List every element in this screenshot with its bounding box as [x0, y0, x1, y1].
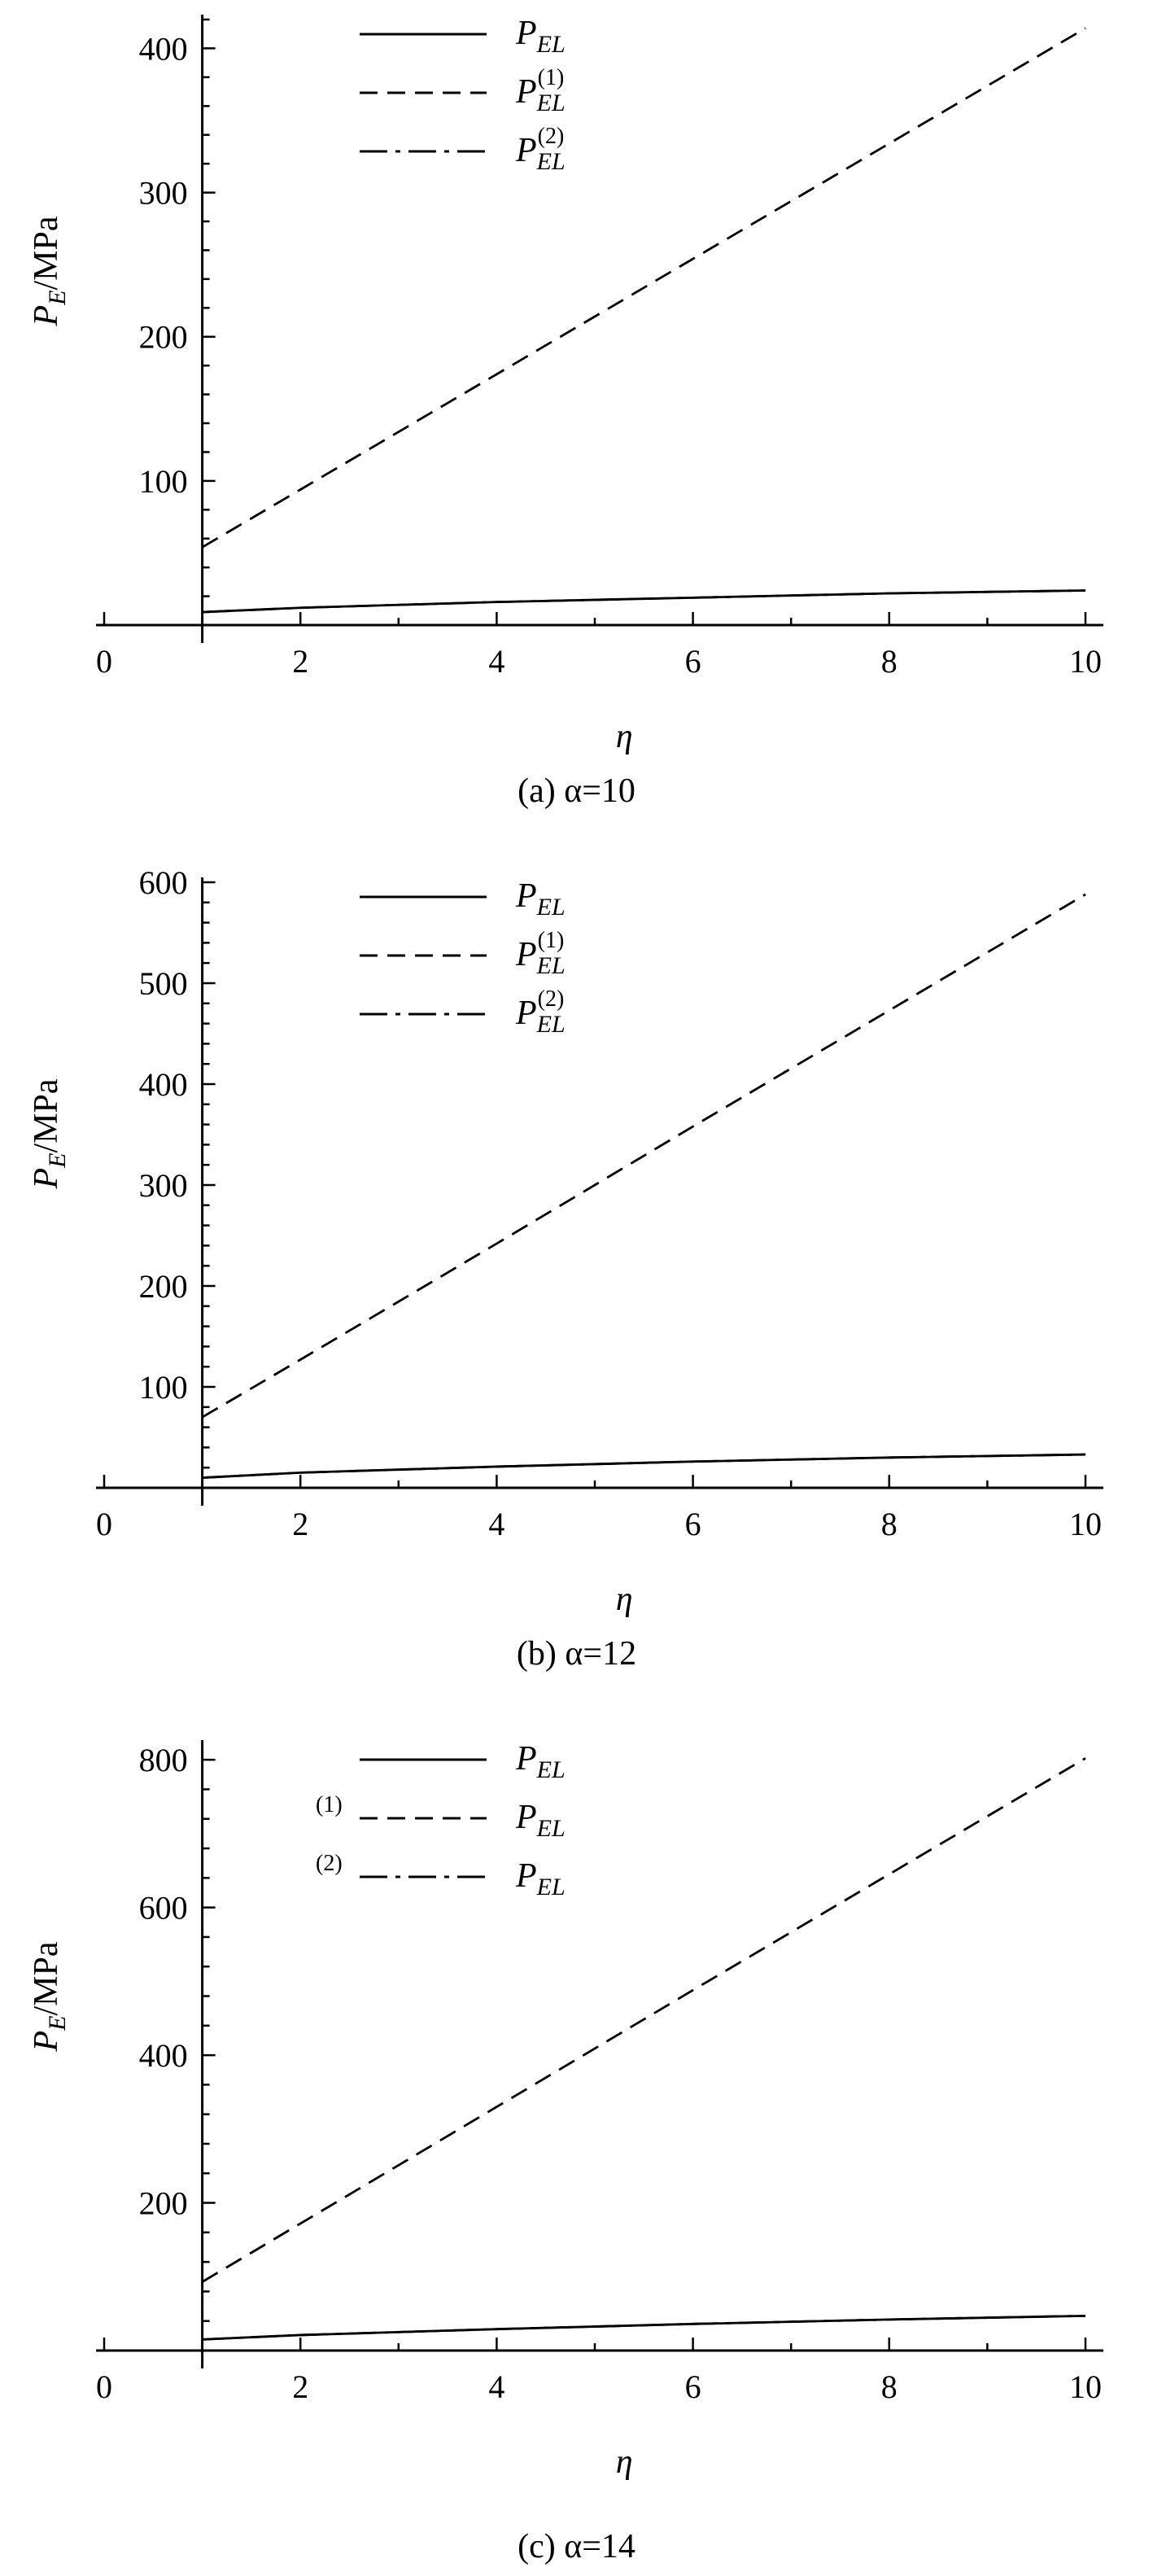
chart-b: 0 2 4 6 8 10 100 200 300 400 500 600 η PE/MPa PEL PEL(1… [28, 864, 1103, 1618]
y-tick-label: 600 [139, 864, 188, 901]
x-tick-label: 8 [881, 2368, 898, 2405]
series-line-dashed [201, 893, 1086, 1419]
legend-label: PEL(2) [515, 124, 566, 175]
series-line-dash-dot [202, 1453, 1086, 1479]
y-tick-label: 600 [139, 1890, 188, 1927]
caption-a: (a) α=10 [518, 772, 635, 810]
svg-text:PE/MPa: PE/MPa [28, 216, 71, 326]
x-tick-label: 0 [96, 643, 112, 680]
y-tick-label: 200 [139, 2185, 188, 2222]
x-axis-title: η [616, 2443, 633, 2481]
chart-panel-b: 0 2 4 6 8 10 100 200 300 400 500 600 η PE/MPa PEL PEL(1… [0, 863, 1153, 1725]
legend-label: PEL [515, 1740, 566, 1783]
x-tick-label: 0 [96, 1506, 112, 1542]
legend-label: PEL [515, 877, 566, 921]
svg-text:PE/MPa: PE/MPa [28, 1941, 71, 2052]
y-tick-label: 100 [139, 463, 188, 500]
y-tick-label: 400 [139, 2037, 188, 2074]
x-tick-label: 6 [685, 2368, 701, 2405]
y-axis-title: PE/MPa [28, 1941, 71, 2052]
x-axis-title: η [616, 718, 633, 755]
legend-label: PEL [515, 15, 566, 58]
x-tick-label: 2 [292, 2368, 308, 2405]
series-line-solid [202, 589, 1086, 614]
legend: PEL PEL (1) PEL (2) [316, 1740, 566, 1900]
x-tick-label: 10 [1069, 1506, 1102, 1542]
legend-label: PEL(1) [515, 928, 566, 979]
series-line-solid [202, 1453, 1086, 1479]
y-tick-label: 400 [139, 30, 188, 67]
y-tick-label: 200 [139, 319, 188, 356]
x-tick-label: 4 [488, 2368, 504, 2405]
x-tick-label: 8 [881, 1506, 898, 1542]
caption-b: (b) α=12 [516, 1635, 637, 1673]
y-tick-label: 100 [139, 1369, 188, 1406]
x-tick-label: 6 [685, 643, 701, 680]
caption-c: (c) α=14 [518, 2528, 635, 2565]
y-axis-title: PE/MPa [28, 216, 71, 326]
legend-label: PEL(2) [515, 986, 566, 1038]
legend-label: PEL(1) [515, 65, 566, 116]
legend-label: PEL [515, 1857, 566, 1900]
x-tick-label: 6 [685, 1506, 701, 1542]
x-axis-title: η [616, 1581, 633, 1618]
svg-text:PE/MPa: PE/MPa [28, 1078, 71, 1189]
x-tick-label: 8 [881, 643, 898, 680]
legend: PEL PEL(1) PEL(2) [360, 15, 566, 175]
legend-superscript: (1) [316, 1792, 343, 1817]
y-tick-label: 800 [139, 1742, 188, 1778]
series-line-dash-dot [202, 2314, 1086, 2341]
x-tick-label: 2 [292, 643, 308, 680]
y-tick-label: 500 [139, 965, 188, 1002]
chart-panel-c: 0 2 4 6 8 10 200 400 600 800 η PE/MPa PEL PEL (1) PEL (2… [0, 1725, 1153, 2576]
x-tick-label: 10 [1069, 643, 1102, 680]
legend-label: PEL [515, 1799, 566, 1842]
y-axis-title: PE/MPa [28, 1078, 71, 1189]
legend: PEL PEL(1) PEL(2) [360, 877, 566, 1038]
y-tick-label: 300 [139, 175, 188, 212]
x-tick-label: 4 [488, 643, 504, 680]
series-line-dashed [201, 1757, 1086, 2283]
plot-area: 0 2 4 6 8 10 100 200 300 400 500 600 η PE/MPa PEL PEL(1… [28, 864, 1103, 1618]
x-tick-label: 0 [96, 2368, 112, 2405]
chart-panel-a: 0 2 4 6 8 10 100 200 300 400 η PE/MPa PEL PEL(1) PEL(2… [0, 0, 1153, 863]
plot-area: 0 2 4 6 8 10 200 400 600 800 η PE/MPa PEL PEL (1) PEL (2… [28, 1740, 1103, 2481]
x-tick-label: 2 [292, 1506, 308, 1542]
x-tick-label: 4 [488, 1506, 504, 1542]
series-line-dash-dot [202, 589, 1086, 614]
y-tick-label: 300 [139, 1167, 188, 1204]
y-tick-label: 400 [139, 1066, 188, 1103]
legend-superscript: (2) [316, 1851, 343, 1876]
plot-area: 0 2 4 6 8 10 100 200 300 400 η PE/MPa PEL PEL(1) PEL(2… [28, 15, 1103, 755]
y-tick-label: 200 [139, 1268, 188, 1305]
chart-a: 0 2 4 6 8 10 100 200 300 400 η PE/MPa PEL PEL(1) PEL(2… [28, 15, 1103, 755]
x-tick-label: 10 [1069, 2368, 1102, 2405]
chart-c: 0 2 4 6 8 10 200 400 600 800 η PE/MPa PEL PEL (1) PEL (2… [28, 1740, 1103, 2481]
series-line-dashed [201, 27, 1086, 549]
